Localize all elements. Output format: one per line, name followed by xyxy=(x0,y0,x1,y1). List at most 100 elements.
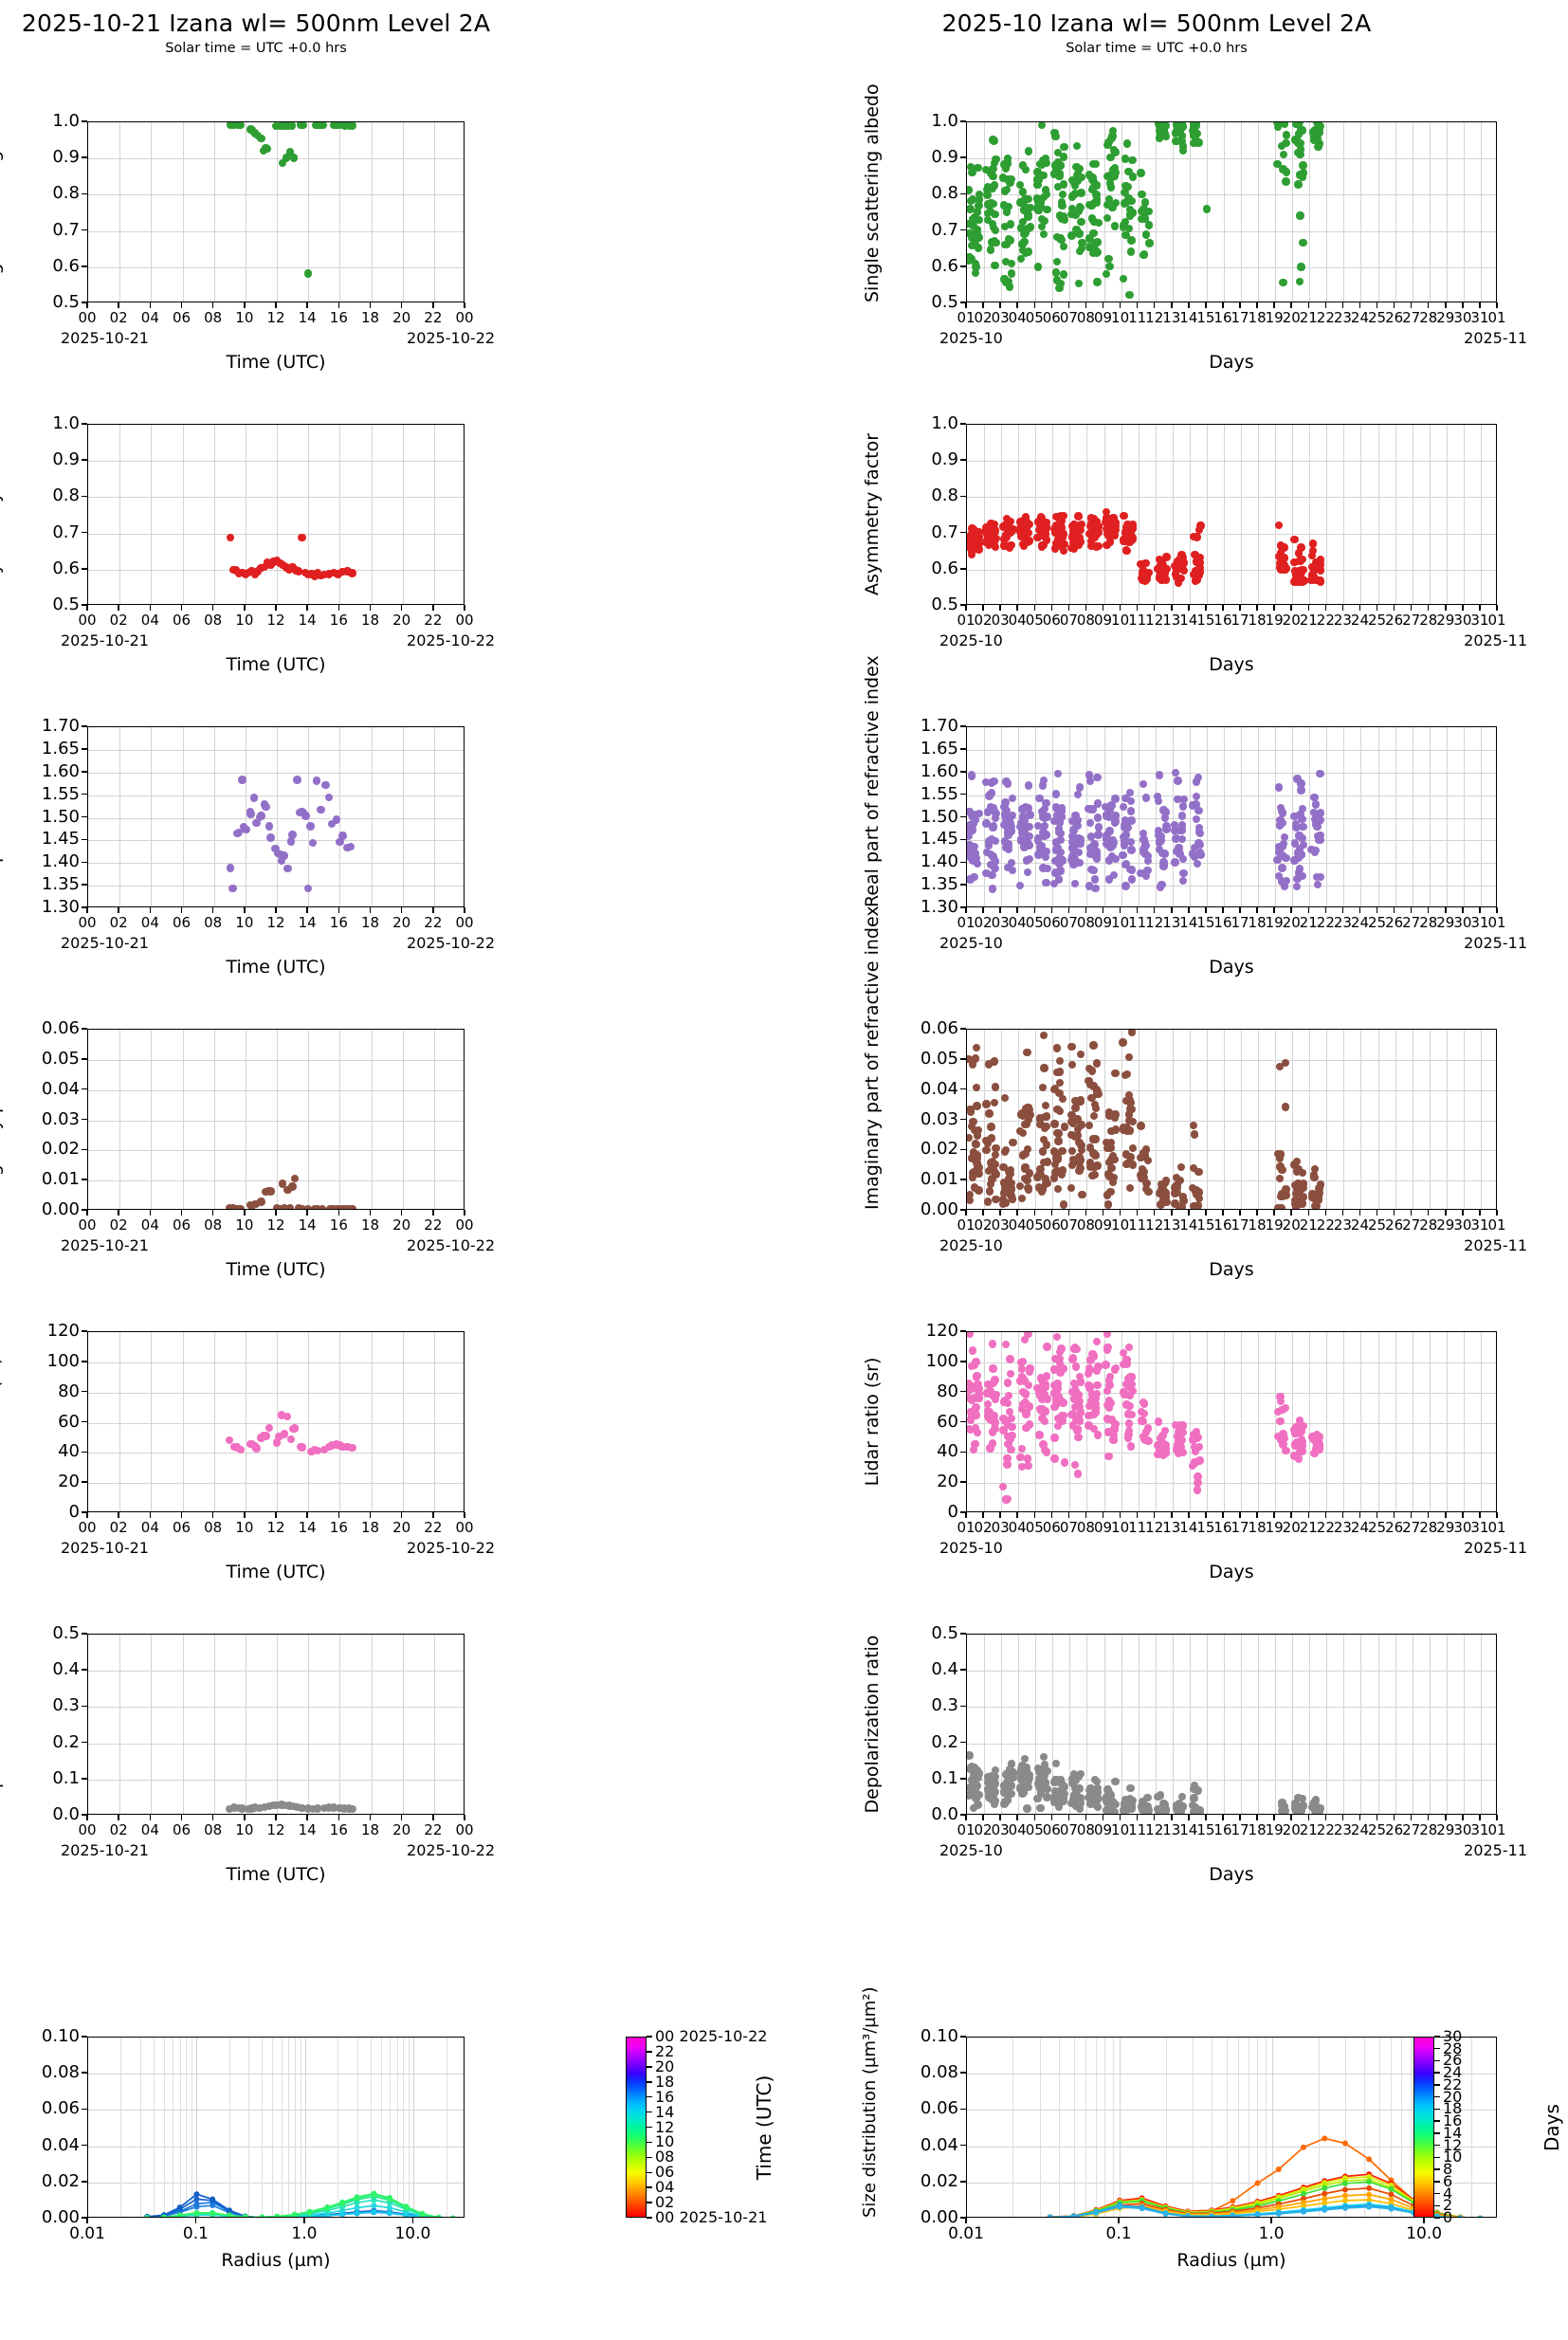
x-tick-label: 13 xyxy=(1162,612,1181,629)
gridline-v xyxy=(119,1030,121,1209)
y-tick-label: 1.70 xyxy=(41,716,80,736)
data-point xyxy=(1103,1400,1112,1409)
data-point xyxy=(1121,545,1131,555)
plot-area-lidar-day[interactable] xyxy=(87,1331,465,1512)
data-point xyxy=(228,1204,237,1209)
gridline-v xyxy=(1206,1635,1208,1814)
data-point xyxy=(1003,155,1012,163)
data-point xyxy=(1196,521,1205,530)
data-point xyxy=(1178,876,1188,885)
data-point xyxy=(1040,850,1048,859)
gridline-v xyxy=(1018,425,1020,604)
plot-area-nimag-month[interactable] xyxy=(966,1029,1497,1210)
x-tick-mark xyxy=(1479,907,1481,913)
x-axis-start-date: 2025-10 xyxy=(939,1236,1003,1254)
data-point xyxy=(246,810,255,818)
data-point xyxy=(1274,783,1283,792)
x-tick-mark xyxy=(999,1512,1001,1518)
x-tick-mark xyxy=(1290,605,1292,611)
data-point xyxy=(985,534,994,542)
data-point xyxy=(1121,882,1130,890)
x-tick-mark xyxy=(1171,1210,1173,1216)
y-tick-mark xyxy=(82,1451,87,1453)
x-tick-mark xyxy=(1376,1512,1378,1518)
data-point xyxy=(1124,224,1134,233)
plot-area-ssa-day[interactable] xyxy=(87,121,465,302)
gridline-v xyxy=(182,1635,184,1814)
data-point xyxy=(1042,190,1051,199)
data-point xyxy=(1093,521,1103,531)
data-point xyxy=(288,831,297,839)
data-point xyxy=(348,1804,356,1813)
y-tick-label: 0.9 xyxy=(52,147,80,168)
colorbar-left-gradient[interactable] xyxy=(626,2037,647,2218)
data-point xyxy=(1125,211,1135,220)
data-point xyxy=(1154,796,1162,806)
data-point xyxy=(334,122,342,130)
data-point xyxy=(990,538,998,547)
gridline-v xyxy=(371,425,373,604)
data-point xyxy=(969,195,977,204)
y-axis-label: Size distribution (µm³/µm²) xyxy=(860,1986,880,2218)
x-tick-label: 12 xyxy=(266,1519,285,1536)
data-point xyxy=(1070,847,1079,856)
data-point xyxy=(228,884,237,893)
x-tick-mark xyxy=(118,1815,119,1820)
plot-area-asym-day[interactable] xyxy=(87,424,465,605)
data-point xyxy=(1025,1106,1033,1114)
data-point xyxy=(1091,1407,1100,1417)
data-point xyxy=(991,210,999,218)
data-point xyxy=(257,1197,265,1206)
data-point xyxy=(1192,575,1200,583)
data-point xyxy=(1104,1453,1113,1461)
plot-area-nreal-day[interactable] xyxy=(87,726,465,907)
data-point xyxy=(348,1204,356,1209)
gridline-h xyxy=(88,1089,464,1091)
x-tick-label: 09 xyxy=(1093,309,1113,326)
data-point xyxy=(1017,1462,1027,1471)
x-tick-label: 30 xyxy=(1453,309,1472,326)
y-tick-mark xyxy=(960,1741,966,1744)
x-tick-mark xyxy=(1153,605,1156,611)
gridline-v xyxy=(371,122,373,302)
data-point xyxy=(983,215,993,224)
plot-area-asym-month[interactable] xyxy=(966,424,1497,605)
x-tick-label: 30 xyxy=(1453,612,1472,629)
plot-area-nreal-month[interactable] xyxy=(966,726,1497,907)
data-point xyxy=(1280,554,1289,562)
plot-area-nimag-day[interactable] xyxy=(87,1029,465,1210)
data-point xyxy=(983,182,993,192)
x-axis-label: Time (UTC) xyxy=(226,1259,326,1280)
plot-area-ssa-month[interactable] xyxy=(966,121,1497,302)
x-tick-mark xyxy=(275,907,277,913)
plot-area-lidar-month[interactable] xyxy=(966,1331,1497,1512)
x-tick-label: 08 xyxy=(204,914,223,931)
data-point xyxy=(1067,1042,1076,1051)
data-point xyxy=(1295,1417,1304,1425)
y-tick-mark xyxy=(960,423,966,425)
gridline-v xyxy=(1223,1332,1225,1511)
data-point xyxy=(1293,775,1302,783)
data-point xyxy=(1176,1803,1185,1812)
x-tick-label: 22 xyxy=(424,309,443,326)
x-tick-mark xyxy=(1324,1512,1327,1518)
data-point xyxy=(1035,794,1044,803)
x-tick-mark xyxy=(211,907,214,913)
data-point xyxy=(1277,1203,1285,1209)
colorbar-right-gradient[interactable] xyxy=(1413,2037,1434,2218)
y-tick-label: 1.35 xyxy=(41,874,80,895)
data-point xyxy=(287,122,296,130)
y-tick-label: 1.50 xyxy=(920,806,958,827)
data-point xyxy=(303,884,313,893)
data-point xyxy=(264,822,273,831)
y-tick-mark xyxy=(960,2181,966,2183)
plot-area-sizedist-day[interactable] xyxy=(87,2037,465,2218)
x-axis-end-date: 2025-10-22 xyxy=(407,1539,495,1557)
x-tick-mark xyxy=(306,1815,308,1820)
gridline-v xyxy=(1223,1635,1225,1814)
data-point xyxy=(973,208,982,216)
y-tick-mark xyxy=(82,748,87,750)
plot-area-depol-day[interactable] xyxy=(87,1634,465,1815)
plot-area-depol-month[interactable] xyxy=(966,1634,1497,1815)
data-point xyxy=(1110,531,1120,539)
